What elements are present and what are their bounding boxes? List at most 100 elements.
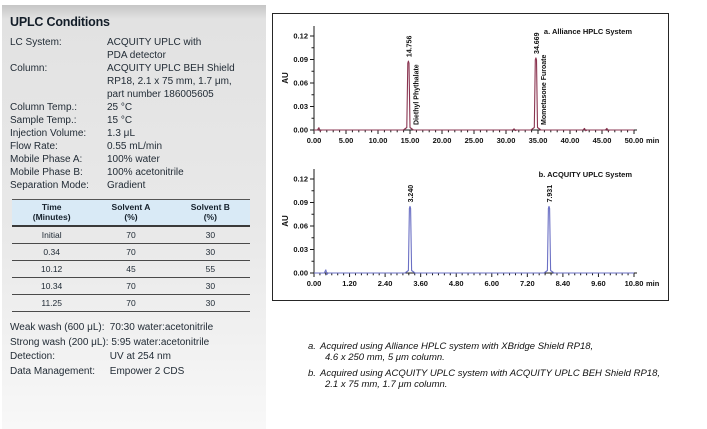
- gradient-table-head: Time (Minutes) Solvent A (%) Solvent B (%): [12, 199, 250, 227]
- retention-time-label: 34.669: [534, 32, 541, 54]
- gradient-table-cell: 70: [91, 226, 171, 244]
- x-tick-label: 1.20: [342, 279, 357, 288]
- condition-row: Separation Mode: Gradient: [10, 179, 260, 192]
- x-tick-label: 10.00: [369, 136, 388, 145]
- condition-row: Column Temp.: 25 °C: [10, 101, 260, 114]
- footer-value: UV at 254 nm: [107, 351, 171, 362]
- chromatogram-alliance-hplc: 0.00 0.03 0.06 0.09 0.12 0.00 5.00 10.00 15.00 20…: [281, 26, 660, 145]
- header-line2: (%): [124, 212, 138, 222]
- caption-text: Acquired using Alliance HPLC system with…: [320, 341, 593, 363]
- y-tick-label: 0.12: [293, 175, 308, 184]
- condition-value-line: 15 °C: [107, 115, 133, 126]
- footer-label: Strong wash (200 μL):: [10, 336, 109, 348]
- gradient-table-cell: 30: [170, 294, 250, 312]
- condition-row: Mobile Phase A: 100% water: [10, 153, 260, 166]
- y-tick-label: 0.06: [293, 222, 308, 231]
- chromatogram-figure: 0.00 0.03 0.06 0.09 0.12 0.00 5.00 10.00 15.00 20…: [272, 13, 669, 301]
- chromatogram-acquity-uplc: 0.00 0.03 0.06 0.09 0.12 0.00 1.20 2.40 3.60 4.80…: [281, 169, 660, 288]
- gradient-table: Time (Minutes) Solvent A (%) Solvent B (%) In…: [12, 199, 250, 312]
- condition-value-line: ACQUITY UPLC BEH Shield: [107, 63, 235, 74]
- gradient-table-cell: 11.25: [12, 294, 92, 312]
- x-tick-label: 20.00: [433, 136, 452, 145]
- gradient-table-cell: 30: [170, 243, 250, 261]
- y-tick-label: 0.00: [293, 269, 308, 278]
- y-axis-label: AU: [281, 215, 290, 227]
- gradient-table-cell: 10.34: [12, 277, 92, 295]
- header-line2: (%): [203, 212, 217, 222]
- condition-value-line: Gradient: [107, 180, 146, 191]
- footer-value: 5:95 water:acetonitrile: [108, 336, 210, 348]
- condition-row: LC System: ACQUITY UPLC with PDA detector: [10, 36, 260, 62]
- condition-value-line: 1.3 μL: [107, 128, 136, 139]
- footer-line: Weak wash (600 μL): 70:30 water:acetonit…: [10, 321, 260, 336]
- figure-captions: a. Acquired using Alliance HPLC system wi…: [308, 341, 700, 395]
- condition-row: Mobile Phase B: 100% acetonitrile: [10, 166, 260, 179]
- condition-value: 100% water: [107, 153, 260, 166]
- x-tick-label: 30.00: [497, 136, 516, 145]
- chromatogram-trace: [314, 205, 634, 275]
- footer-label: Weak wash (600 μL):: [10, 322, 105, 333]
- y-tick-label: 0.03: [293, 245, 308, 254]
- condition-label: Mobile Phase B:: [10, 167, 83, 178]
- x-tick-label: 3.60: [413, 279, 428, 288]
- x-tick-label: 6.00: [484, 279, 499, 288]
- y-tick-label: 0.09: [293, 55, 308, 64]
- x-tick-label: 4.80: [449, 279, 464, 288]
- gradient-table-row: 10.34 70 30: [12, 277, 250, 295]
- condition-value-line: 100% water: [107, 154, 160, 165]
- x-axis-unit: min: [646, 279, 660, 288]
- condition-value: 1.3 μL: [107, 127, 260, 140]
- condition-row: Flow Rate: 0.55 mL/min: [10, 140, 260, 153]
- footer-line: Detection: UV at 254 nm: [10, 350, 260, 365]
- y-tick-label: 0.12: [293, 32, 308, 41]
- gradient-table-cell: 55: [170, 260, 250, 278]
- footer-label: Data Management:: [10, 365, 96, 377]
- y-axis-label: AU: [281, 72, 290, 84]
- condition-label: Flow Rate:: [10, 141, 58, 152]
- condition-label: LC System:: [10, 37, 62, 48]
- peak-compound-label: Mometasone Furoate: [541, 54, 548, 125]
- x-tick-label: 2.40: [378, 279, 393, 288]
- panel-title: UPLC Conditions: [10, 15, 110, 29]
- x-tick-label: 0.00: [307, 136, 322, 145]
- condition-value: ACQUITY UPLC BEH Shield RP18, 2.1 x 75 mm…: [107, 62, 260, 101]
- x-tick-label: 45.00: [593, 136, 612, 145]
- condition-value-line: 100% acetonitrile: [107, 167, 184, 178]
- header-line2: (Minutes): [32, 212, 71, 222]
- x-tick-label: 10.80: [625, 279, 644, 288]
- gradient-table-row: 11.25 70 30: [12, 294, 250, 312]
- x-tick-label: 0.00: [307, 279, 322, 288]
- gradient-table-row: 10.12 45 55: [12, 260, 250, 278]
- caption-marker: b.: [308, 368, 316, 379]
- gradient-table-cell: 70: [91, 243, 171, 261]
- condition-label: Sample Temp.:: [10, 115, 77, 126]
- header-line1: Solvent B: [190, 202, 230, 212]
- y-tick-label: 0.00: [293, 126, 308, 135]
- condition-value: 15 °C: [107, 114, 260, 127]
- peak-compound-label: Diethyl Phythalate: [413, 64, 420, 125]
- condition-row: Sample Temp.: 15 °C: [10, 114, 260, 127]
- gradient-table-cell: 70: [91, 294, 171, 312]
- y-tick-label: 0.09: [293, 198, 308, 207]
- x-tick-label: 50.00: [625, 136, 644, 145]
- caption-line1: Acquired using ACQUITY UPLC system with …: [320, 368, 661, 379]
- x-tick-label: 7.20: [520, 279, 535, 288]
- condition-value: 0.55 mL/min: [107, 140, 260, 153]
- gradient-table-row: Initial 70 30: [12, 226, 250, 244]
- gradient-table-header-cell: Solvent A (%): [91, 199, 171, 227]
- footer-line: Strong wash (200 μL): 5:95 water:acetoni…: [10, 336, 260, 351]
- condition-row: Injection Volume: 1.3 μL: [10, 127, 260, 140]
- retention-time-label: 3.240: [408, 185, 415, 203]
- condition-value-line: PDA detector: [107, 50, 166, 61]
- retention-time-label: 14.756: [406, 36, 413, 58]
- gradient-table-cell: 70: [91, 277, 171, 295]
- caption-line2: 2.1 x 75 mm, 1.7 μm column.: [325, 379, 448, 390]
- condition-value: ACQUITY UPLC with PDA detector: [107, 36, 260, 62]
- panel-footer-lines: Weak wash (600 μL): 70:30 water:acetonit…: [10, 321, 260, 379]
- condition-value-line: part number 186005605: [107, 89, 214, 100]
- condition-value: 100% acetonitrile: [107, 166, 260, 179]
- x-tick-label: 35.00: [529, 136, 548, 145]
- caption-line1: Acquired using Alliance HPLC system with…: [320, 341, 594, 352]
- condition-value-line: 25 °C: [107, 102, 133, 113]
- gradient-table-cell: 30: [170, 226, 250, 244]
